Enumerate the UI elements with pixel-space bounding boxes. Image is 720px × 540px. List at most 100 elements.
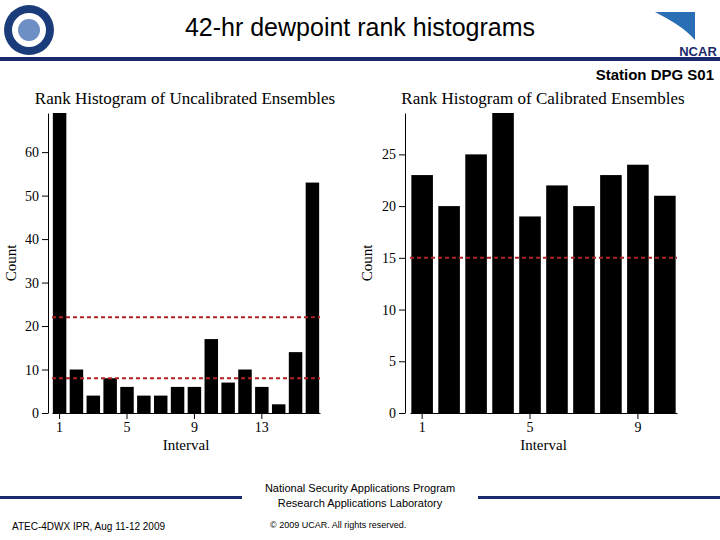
y-tick-label: 0 — [32, 406, 39, 421]
reference-line — [410, 257, 677, 259]
y-tick-label: 40 — [25, 232, 39, 247]
y-tick-mark — [399, 258, 405, 259]
x-tick-label: 13 — [255, 420, 269, 435]
station: Station DPG S01 — [596, 66, 714, 83]
y-tick: 25 — [382, 147, 405, 162]
y-axis: 0 10 20 30 40 50 60 — [25, 114, 49, 421]
y-tick: 20 — [25, 319, 48, 334]
bar — [137, 396, 150, 413]
y-axis-title: Count — [3, 244, 19, 282]
x-tick-mark — [637, 413, 638, 419]
bar — [103, 378, 116, 413]
y-tick-mark — [399, 361, 405, 362]
x-tick-label: 5 — [124, 420, 131, 435]
slide-title: 42-hr dewpoint rank histograms — [185, 13, 535, 41]
plot-area — [410, 113, 677, 413]
x-tick-mark — [530, 413, 531, 419]
x-tick: 1 — [419, 413, 426, 435]
bar — [411, 175, 433, 413]
seal-inner — [12, 13, 46, 47]
x-axis-title: Interval — [163, 437, 210, 453]
x-tick-mark — [59, 413, 60, 419]
bar — [600, 175, 622, 413]
y-tick: 0 — [389, 406, 405, 421]
x-tick-mark — [127, 413, 128, 419]
y-tick-mark — [42, 283, 48, 284]
y-tick: 0 — [32, 406, 48, 421]
y-tick-label: 30 — [25, 276, 39, 291]
bar — [492, 113, 514, 413]
bar — [221, 383, 234, 413]
y-tick-mark — [42, 413, 48, 414]
y-tick: 40 — [25, 232, 48, 247]
x-axis-line — [53, 413, 321, 414]
slide: NCAR 42-hr dewpoint rank histograms Statio… — [0, 0, 720, 540]
chart-title: Rank Histogram of Calibrated Ensembles — [401, 89, 684, 108]
y-axis: 0 5 10 15 20 25 — [382, 114, 406, 421]
y-tick-mark — [399, 413, 405, 414]
chart-title: Rank Histogram of Uncalibrated Ensembles — [35, 89, 335, 108]
seal-outer — [4, 5, 54, 55]
ncar-logo — [655, 12, 695, 40]
y-tick-mark — [42, 152, 48, 153]
y-tick: 30 — [25, 276, 48, 291]
y-tick: 50 — [25, 189, 48, 204]
bar — [205, 339, 218, 413]
x-tick-label: 9 — [634, 420, 641, 435]
y-tick-label: 20 — [382, 199, 396, 214]
y-axis-title: Count — [359, 244, 375, 282]
y-tick: 5 — [389, 354, 405, 369]
y-tick-mark — [42, 239, 48, 240]
y-tick-mark — [399, 310, 405, 311]
bar — [70, 370, 83, 413]
y-tick-mark — [42, 370, 48, 371]
footer-line: Research Applications Laboratory — [278, 497, 443, 509]
y-tick-mark — [399, 206, 405, 207]
y-tick-label: 15 — [382, 251, 396, 266]
x-axis: 1 5 9 — [411, 413, 678, 435]
bar — [87, 396, 100, 413]
bar — [438, 206, 460, 413]
x-tick-mark — [261, 413, 262, 419]
x-tick: 5 — [124, 413, 131, 435]
bar — [188, 387, 201, 413]
y-tick-label: 10 — [25, 363, 39, 378]
bar — [289, 352, 302, 413]
x-tick-mark — [194, 413, 195, 419]
x-tick: 1 — [56, 413, 63, 435]
bar — [573, 206, 595, 413]
x-tick: 5 — [527, 413, 534, 435]
x-tick-mark — [422, 413, 423, 419]
x-tick-label: 9 — [191, 420, 198, 435]
y-axis-line — [405, 114, 406, 414]
bar — [519, 216, 541, 413]
x-tick-label: 1 — [419, 420, 426, 435]
y-tick-label: 20 — [25, 319, 39, 334]
y-tick-label: 50 — [25, 189, 39, 204]
reference-line — [52, 377, 320, 379]
y-tick-label: 0 — [389, 406, 396, 421]
footer-rule — [0, 496, 242, 499]
x-tick: 9 — [634, 413, 641, 435]
footer-line: National Security Applications Program — [265, 482, 455, 494]
y-axis-line — [48, 114, 49, 414]
y-tick: 15 — [382, 251, 405, 266]
copyright: © 2009 UCAR. All rights reserved. — [270, 520, 406, 530]
y-tick: 10 — [382, 303, 405, 318]
y-tick-mark — [42, 196, 48, 197]
x-axis-title: Interval — [520, 437, 567, 453]
y-tick-label: 10 — [382, 303, 396, 318]
y-tick: 10 — [25, 363, 48, 378]
x-tick: 13 — [255, 413, 269, 435]
event: ATEC-4DWX IPR, Aug 11-12 2009 — [12, 521, 165, 532]
bar — [465, 154, 487, 413]
bar — [171, 387, 184, 413]
x-tick-label: 1 — [56, 420, 63, 435]
y-tick-mark — [399, 154, 405, 155]
y-tick-label: 60 — [25, 145, 39, 160]
bar — [546, 185, 568, 413]
logo-text: NCAR — [679, 44, 717, 59]
y-tick-label: 25 — [382, 147, 396, 162]
y-tick: 20 — [382, 199, 405, 214]
bar — [120, 387, 133, 413]
